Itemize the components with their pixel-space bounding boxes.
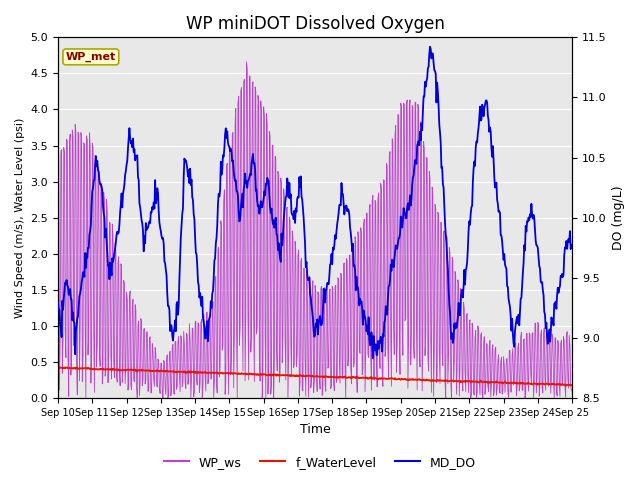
Y-axis label: DO (mg/L): DO (mg/L): [612, 185, 625, 250]
Title: WP miniDOT Dissolved Oxygen: WP miniDOT Dissolved Oxygen: [186, 15, 445, 33]
Y-axis label: Wind Speed (m/s), Water Level (psi): Wind Speed (m/s), Water Level (psi): [15, 118, 25, 318]
Text: WP_met: WP_met: [66, 52, 116, 62]
Legend: WP_ws, f_WaterLevel, MD_DO: WP_ws, f_WaterLevel, MD_DO: [159, 451, 481, 474]
X-axis label: Time: Time: [300, 423, 330, 436]
